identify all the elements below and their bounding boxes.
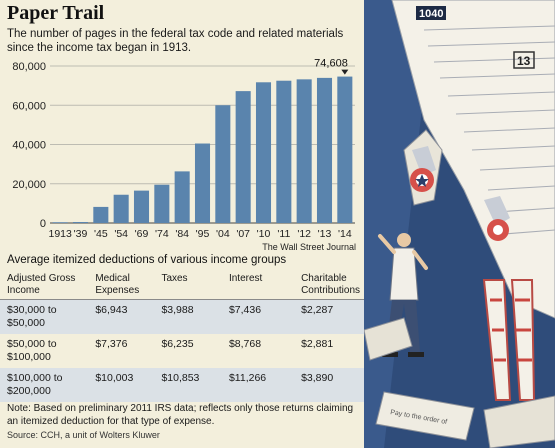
bar — [52, 222, 68, 223]
paper-scrap — [375, 391, 475, 441]
x-tick-label: '54 — [114, 228, 128, 240]
x-tick-label: '12 — [297, 228, 311, 240]
table-cell: $2,881 — [301, 338, 334, 350]
header-medical: Medical Expenses — [88, 270, 155, 300]
paper-scrap — [483, 395, 555, 448]
table-cell: $7,436 — [221, 299, 295, 334]
y-tick-label: 60,000 — [12, 100, 46, 112]
x-tick-label: '13 — [318, 228, 332, 240]
bar — [337, 76, 353, 223]
illustration: 1040 13 — [364, 0, 555, 448]
chart-title: Paper Trail — [7, 2, 105, 24]
table-cell: $50,000 to $100,000 — [7, 338, 57, 363]
table-cell: $3,988 — [154, 299, 222, 334]
table-cell: $30,000 to $50,000 — [0, 299, 89, 334]
x-tick-label: '04 — [216, 228, 230, 240]
uncle-sam-hand-left — [410, 146, 436, 192]
table-cell: $10,853 — [154, 368, 222, 402]
bar — [133, 190, 150, 223]
table-cell: $8,768 — [228, 338, 262, 350]
x-tick-label: '69 — [135, 228, 149, 240]
y-tick-label: 80,000 — [12, 61, 46, 73]
tax-form-illustration: 1040 13 — [364, 0, 555, 448]
bar — [296, 79, 312, 223]
bar — [276, 80, 292, 223]
table-cell: $6,235 — [161, 338, 194, 350]
table-cell: $6,943 — [88, 299, 155, 334]
x-tick-label: '74 — [155, 228, 169, 240]
form-line-box-number: 13 — [517, 54, 531, 68]
x-tick-label: '84 — [175, 228, 189, 240]
table-cell: $3,890 — [294, 368, 364, 402]
paper-scrap — [364, 317, 413, 361]
infographic-panel: Paper Trail The number of pages in the f… — [0, 0, 364, 448]
header-agi: Adjusted Gross Income — [0, 270, 89, 300]
header-interest: Interest — [221, 270, 295, 300]
bar — [113, 194, 129, 223]
bar — [235, 91, 251, 223]
bar-chart: 0 20,000 40,000 60,000 80,000 1913'39 '45 '54 '… — [12, 58, 355, 240]
x-tick-label: 1913 — [48, 228, 72, 240]
uncle-sam-hand-right — [484, 196, 510, 241]
table-cell: $10,003 — [88, 368, 155, 402]
x-tick-label: '39 — [74, 228, 88, 240]
x-tick-label: '45 — [94, 228, 108, 240]
x-tick-label: '14 — [338, 228, 352, 240]
x-tick-label: '11 — [277, 228, 290, 240]
table-subhead: Average itemized deductions of various i… — [7, 254, 287, 266]
y-tick-label: 20,000 — [12, 179, 46, 191]
table-header-row: Adjusted Gross Income Medical Expenses T… — [0, 270, 364, 300]
table-row: $50,000 to $100,000 $7,376 $6,235 $8,768… — [0, 334, 364, 368]
bars — [52, 76, 353, 223]
header-taxes: Taxes — [154, 270, 222, 300]
form-number-label: 1040 — [419, 8, 443, 20]
chart-subtitle: The number of pages in the federal tax c… — [7, 28, 344, 54]
table-cell: $11,266 — [221, 368, 295, 402]
x-tick-label: '07 — [236, 228, 250, 240]
form-number-box — [416, 6, 446, 20]
y-tick-labels: 0 20,000 40,000 60,000 80,000 — [12, 61, 46, 230]
bar — [93, 206, 109, 223]
y-tick-label: 40,000 — [12, 140, 46, 152]
bar — [174, 171, 190, 223]
bar — [255, 82, 272, 223]
bar — [215, 105, 231, 223]
footnote: Note: Based on preliminary 2011 IRS data… — [7, 403, 354, 427]
chart-credit: The Wall Street Journal — [262, 242, 356, 252]
deductions-table: Adjusted Gross Income Medical Expenses T… — [0, 270, 364, 402]
bar — [316, 77, 333, 223]
y-tick-label: 0 — [40, 218, 46, 230]
annotation: 74,608 — [314, 58, 349, 75]
bar — [72, 222, 89, 223]
table-cell: $100,000 to $200,000 — [0, 368, 89, 402]
bar — [194, 143, 211, 223]
header-charitable: Charitable Contributions — [294, 270, 364, 300]
x-tick-label: '95 — [196, 228, 210, 240]
x-tick-label: '10 — [257, 228, 271, 240]
data-label: 74,608 — [314, 58, 348, 70]
table-row: $30,000 to $50,000 $6,943 $3,988 $7,436 … — [0, 299, 364, 334]
table-row: $100,000 to $200,000 $10,003 $10,853 $11… — [0, 368, 364, 402]
form-line-box — [513, 51, 535, 69]
annotation-marker — [341, 69, 349, 75]
bar — [154, 184, 170, 223]
table-cell: $2,287 — [294, 299, 364, 334]
source-line: Source: CCH, a unit of Wolters Kluwer — [7, 430, 160, 440]
table-cell: $7,376 — [95, 338, 128, 350]
x-tick-labels: 1913'39 '45 '54 '69 '74 '84 '95 '04 '07 '10 '11 '12… — [48, 228, 351, 240]
